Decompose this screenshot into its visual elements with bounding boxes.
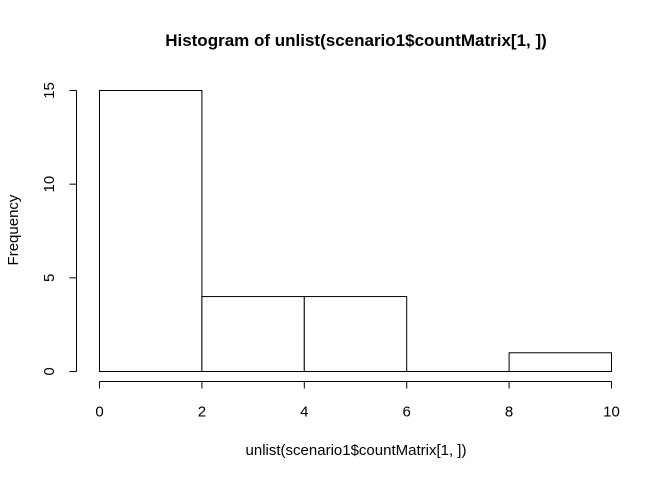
y-tick-label: 0	[41, 367, 58, 375]
y-axis: 0 5 10 15	[41, 82, 77, 376]
x-tick-label: 8	[505, 404, 513, 421]
y-tick-label: 10	[41, 176, 58, 193]
y-axis-label: Frequency	[5, 194, 22, 265]
chart-title: Histogram of unlist(scenario1$countMatri…	[165, 31, 547, 50]
histogram-bar-4	[508, 352, 613, 372]
x-axis-label: unlist(scenario1$countMatrix[1, ])	[246, 442, 467, 459]
y-tick-label: 15	[41, 82, 58, 99]
x-tick-label: 2	[198, 404, 206, 421]
y-tick-label: 5	[41, 274, 58, 282]
histogram-bar-2	[303, 296, 408, 373]
x-tick-label: 4	[300, 404, 308, 421]
x-tick-label: 0	[95, 404, 103, 421]
x-tick-label: 10	[603, 404, 620, 421]
bars-group	[99, 90, 613, 373]
x-axis: 0 2 4 6 8 10	[95, 381, 620, 421]
x-tick-label: 6	[403, 404, 411, 421]
histogram-bar-1	[201, 296, 305, 373]
histogram-bar-0	[99, 90, 203, 372]
